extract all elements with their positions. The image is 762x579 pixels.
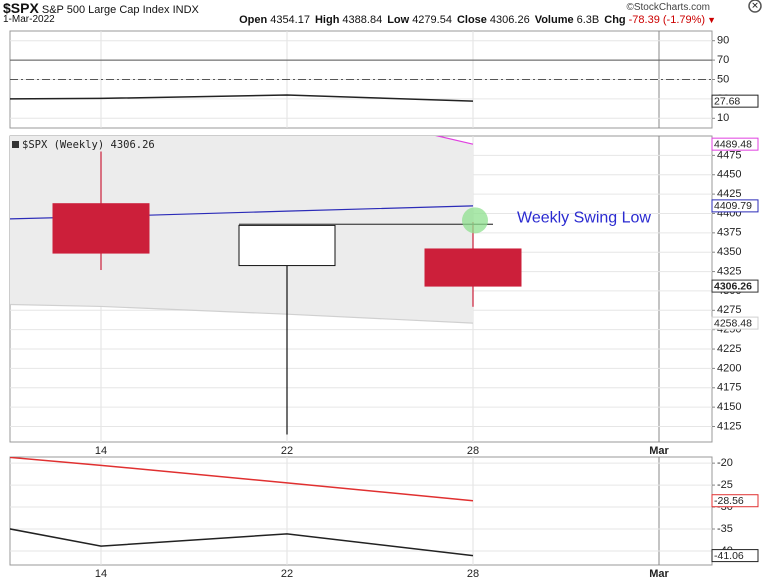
stat-label: High bbox=[314, 14, 340, 26]
stat-value: 4354.17 bbox=[270, 14, 310, 26]
line bbox=[10, 457, 474, 502]
x-tick-label: Mar bbox=[649, 568, 669, 579]
line bbox=[10, 303, 474, 324]
x-tick-label: Mar bbox=[649, 445, 669, 457]
y-tick-label: 4150 bbox=[717, 401, 741, 413]
end-label: 4489.48 bbox=[714, 138, 752, 150]
y-tick-label: 4450 bbox=[717, 169, 741, 181]
y-tick-label: 4275 bbox=[717, 304, 741, 316]
x-tick-label: 22 bbox=[281, 568, 293, 579]
y-tick-label: 90 bbox=[717, 35, 729, 47]
end-label: 4409.79 bbox=[714, 200, 752, 212]
candle-body bbox=[238, 224, 336, 267]
stat-label: Chg bbox=[604, 14, 626, 26]
stat-label: Low bbox=[387, 14, 410, 26]
symbol: $SPX bbox=[3, 0, 39, 16]
stats: Open 4354.17 High 4388.84 Low 4279.54 Close 430… bbox=[234, 14, 716, 26]
line bbox=[10, 94, 474, 102]
end-label: 4306.26 bbox=[714, 280, 752, 292]
stat-label: Open bbox=[239, 14, 268, 26]
y-tick-label: 4350 bbox=[717, 246, 741, 258]
close-button[interactable] bbox=[748, 0, 762, 13]
stat-value: 4388.84 bbox=[342, 14, 383, 26]
exchange: INDX bbox=[172, 4, 199, 16]
end-label-box bbox=[711, 137, 759, 151]
y-tick-label: 4325 bbox=[717, 265, 741, 277]
stat-label: Close bbox=[456, 14, 487, 26]
close-icon[interactable]: ✕ bbox=[751, 0, 759, 10]
date: 1-Mar-2022 bbox=[3, 14, 55, 25]
candle-body bbox=[424, 248, 522, 287]
plot-area bbox=[10, 31, 712, 128]
line bbox=[10, 205, 474, 220]
end-label-box bbox=[711, 94, 759, 108]
stat-value: 6.3B bbox=[576, 14, 600, 26]
stat-label: Volume bbox=[534, 14, 574, 26]
end-label-box bbox=[711, 494, 759, 508]
x-tick-label: 14 bbox=[95, 445, 107, 457]
x-tick-label: 22 bbox=[281, 445, 293, 457]
x-tick-label: 28 bbox=[467, 568, 479, 579]
down-arrow: ▼ bbox=[707, 15, 716, 25]
end-label: -28.56 bbox=[714, 495, 744, 507]
y-tick-label: 4200 bbox=[717, 362, 741, 374]
candle-body bbox=[52, 203, 150, 254]
end-label-box bbox=[711, 279, 759, 293]
index-name: S&P 500 Large Cap Index bbox=[41, 4, 170, 16]
y-tick-label: 4375 bbox=[717, 227, 741, 239]
stat-value: 4306.26 bbox=[489, 14, 530, 26]
header-title: $SPX S&P 500 Large Cap Index INDX bbox=[3, 0, 199, 16]
plot-area bbox=[10, 136, 712, 442]
y-tick-label: 4225 bbox=[717, 343, 741, 355]
legend-text: $SPX (Weekly) 4306.26 bbox=[22, 139, 155, 151]
x-tick-label: 14 bbox=[95, 568, 107, 579]
x-tick-label: 28 bbox=[467, 445, 479, 457]
y-tick-label: 50 bbox=[717, 73, 729, 85]
y-tick-label: 70 bbox=[717, 54, 729, 66]
end-label: 27.68 bbox=[714, 95, 740, 107]
swing-marker bbox=[462, 207, 488, 234]
stat-value: 4279.54 bbox=[412, 14, 452, 26]
end-label-box bbox=[711, 549, 759, 563]
y-tick-label: 10 bbox=[717, 112, 729, 124]
y-tick-label: 4425 bbox=[717, 188, 741, 200]
panel-frame bbox=[9, 456, 713, 566]
end-label-box bbox=[711, 316, 759, 330]
y-tick-label: -20 bbox=[717, 457, 733, 469]
end-label: -41.06 bbox=[714, 550, 744, 562]
y-tick-label: 4475 bbox=[717, 149, 741, 161]
end-label-box bbox=[711, 199, 759, 213]
line bbox=[10, 528, 474, 557]
annotation-text: Weekly Swing Low bbox=[517, 210, 651, 227]
y-tick-label: -25 bbox=[717, 479, 733, 491]
y-tick-label: -35 bbox=[717, 523, 733, 535]
y-tick-label: 4125 bbox=[717, 420, 741, 432]
plot-area bbox=[10, 457, 712, 565]
brand: ©StockCharts.com bbox=[626, 2, 710, 13]
legend-icon bbox=[12, 141, 19, 148]
end-label: 4258.48 bbox=[714, 317, 752, 329]
y-tick-label: 4175 bbox=[717, 382, 741, 394]
stat-value: -78.39 (-1.79%) bbox=[628, 14, 706, 26]
